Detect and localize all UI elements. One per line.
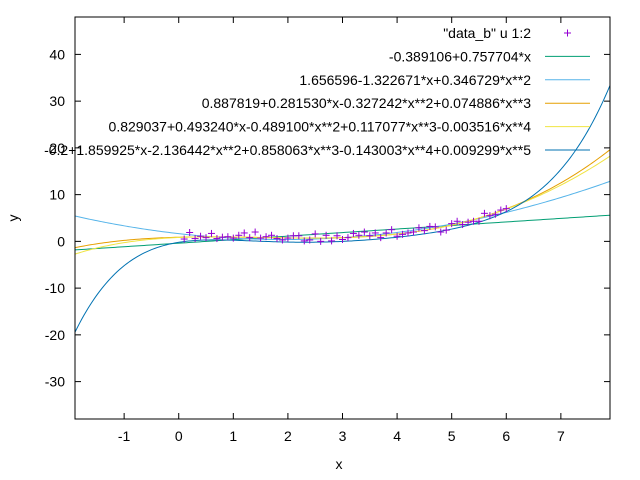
data-point — [366, 232, 374, 240]
data-point — [344, 234, 352, 242]
data-point — [486, 212, 494, 220]
data-point — [257, 234, 265, 242]
data-point — [235, 231, 243, 239]
y-tick-label: 0 — [57, 233, 65, 249]
y-tick-label: -10 — [45, 280, 65, 296]
legend-label-fit-4: 0.829037+0.493240*x-0.489100*x**2+0.1170… — [109, 119, 532, 135]
data-point — [491, 210, 499, 218]
data-point — [295, 232, 303, 240]
data-point — [480, 209, 488, 217]
data-point — [393, 232, 401, 240]
legend-label-fit-5: -0.2+1.859925*x-2.136442*x**2+0.858063*x… — [44, 142, 531, 158]
y-tick-label: 40 — [49, 46, 65, 62]
data-point — [229, 234, 237, 242]
data-point — [300, 237, 308, 245]
data-point — [333, 232, 341, 240]
data-point — [251, 228, 259, 236]
data-point — [240, 229, 248, 237]
data-point — [448, 220, 456, 228]
data-point — [475, 217, 483, 225]
data-point — [420, 227, 428, 235]
data-point — [246, 234, 254, 242]
x-tick-label: 4 — [393, 428, 401, 444]
data-point — [442, 226, 450, 234]
data-point — [180, 235, 188, 243]
data-point — [415, 224, 423, 232]
x-tick-label: 1 — [229, 428, 237, 444]
x-axis-title: x — [336, 456, 343, 472]
x-tick-label: 2 — [284, 428, 292, 444]
data-point — [306, 236, 314, 244]
data-point — [311, 230, 319, 238]
data-point — [371, 229, 379, 237]
data-point — [404, 229, 412, 237]
y-tick-label: 10 — [49, 187, 65, 203]
data-point — [224, 233, 232, 241]
data-point — [399, 230, 407, 238]
fit-curve-2 — [75, 180, 610, 241]
y-tick-label: 30 — [49, 93, 65, 109]
data-point — [284, 234, 292, 242]
y-axis-title: y — [5, 215, 21, 222]
data-point — [202, 234, 210, 242]
data-point — [355, 231, 363, 239]
x-tick-label: 3 — [339, 428, 347, 444]
data-point — [262, 233, 270, 241]
data-point — [268, 231, 276, 239]
data-point — [497, 206, 505, 214]
data-point — [382, 229, 390, 237]
data-point — [278, 236, 286, 244]
fit-curve-1 — [75, 214, 610, 251]
data-point — [377, 234, 385, 242]
data-point — [207, 229, 215, 237]
legend-marker-data — [564, 29, 571, 37]
legend-label-fit-1: -0.389106+0.757704*x — [389, 48, 531, 64]
data-point — [213, 235, 221, 243]
data-point — [191, 235, 199, 243]
legend-label-fit-3: 0.887819+0.281530*x-0.327242*x**2+0.0748… — [202, 95, 532, 111]
data-point — [186, 228, 194, 236]
data-point — [322, 231, 330, 239]
data-point — [409, 228, 417, 236]
data-point — [437, 228, 445, 236]
x-tick-label: -1 — [118, 428, 131, 444]
data-point — [459, 221, 467, 229]
y-tick-label: 20 — [49, 140, 65, 156]
data-point — [339, 236, 346, 244]
data-point — [431, 223, 439, 231]
data-point — [349, 229, 357, 237]
data-point — [360, 228, 368, 236]
x-tick-label: 6 — [502, 428, 510, 444]
legend-label-fit-2: 1.656596-1.322671*x+0.346729*x**2 — [299, 72, 531, 88]
data-point — [273, 235, 281, 243]
x-tick-label: 5 — [448, 428, 456, 444]
data-point — [388, 226, 396, 234]
x-tick-label: 0 — [175, 428, 183, 444]
data-point — [502, 205, 510, 213]
data-point — [317, 237, 325, 245]
legend-label-data: "data_b" u 1:2 — [443, 25, 531, 41]
data-point — [197, 232, 205, 240]
y-tick-label: -20 — [45, 327, 65, 343]
data-point — [453, 217, 461, 225]
data-point — [328, 237, 336, 245]
x-tick-label: 7 — [557, 428, 565, 444]
data-point — [464, 218, 472, 226]
y-tick-label: -30 — [45, 374, 65, 390]
